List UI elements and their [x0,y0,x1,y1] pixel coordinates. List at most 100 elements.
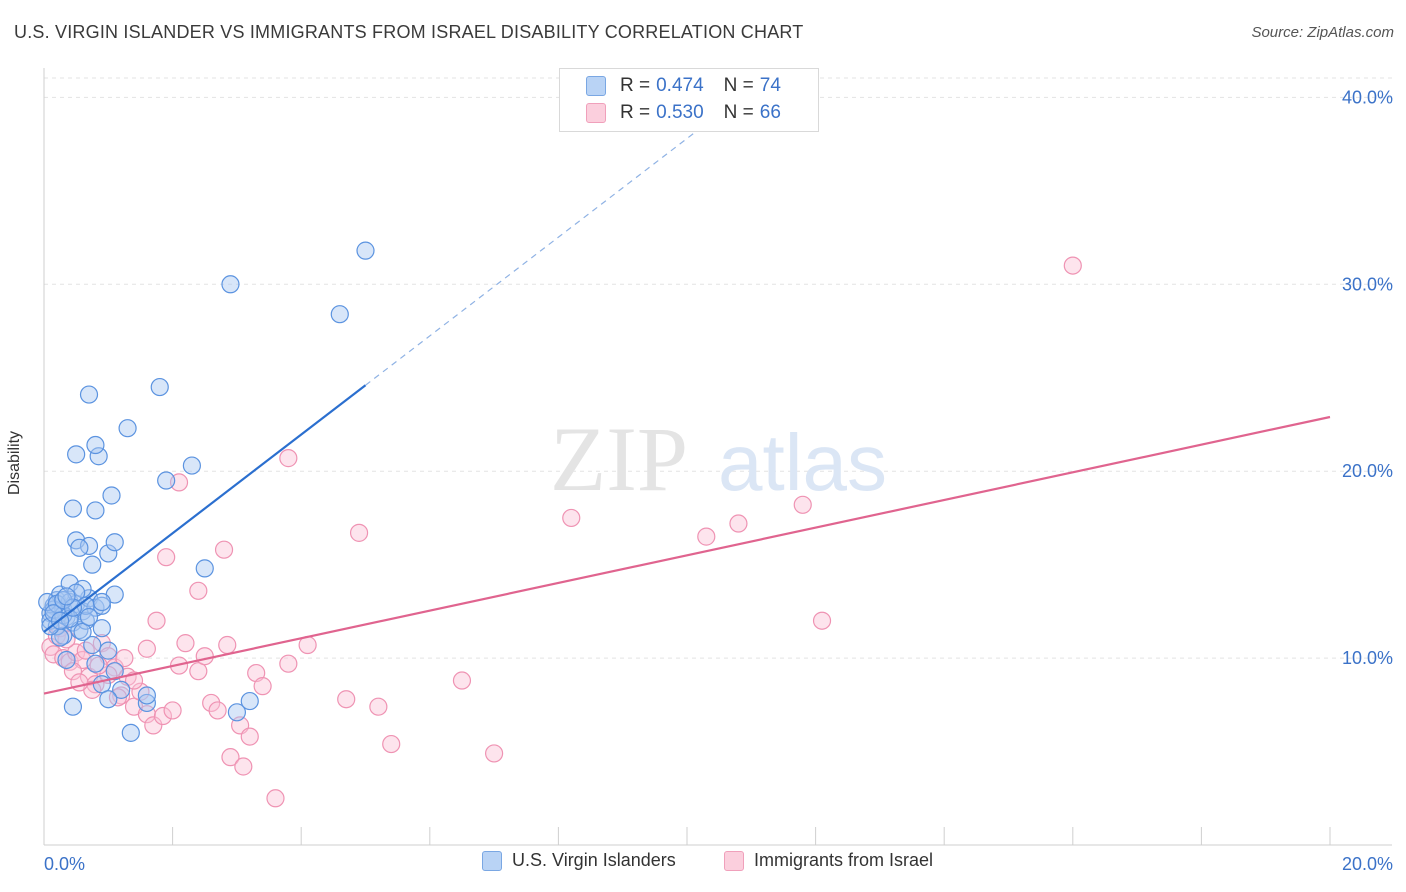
legend-r-label: R = [620,75,651,96]
data-point [63,662,83,681]
data-point [253,677,272,696]
legend-r-value: 0.530 [656,102,704,123]
data-point [234,757,253,776]
series-name: U.S. Virgin Islanders [512,850,676,870]
data-point [337,690,356,709]
data-point [144,716,163,735]
data-point [163,701,182,720]
data-point [137,686,156,705]
data-point [1063,256,1082,275]
legend-row-virgin-islanders: R = 0.474 N = 74 [586,73,781,99]
data-point [221,275,240,294]
data-point [92,592,111,612]
data-point [121,723,140,742]
data-point [99,544,118,563]
data-point [137,639,156,658]
data-point [452,671,472,690]
watermark: ZIP atlas [550,408,887,510]
data-point [382,734,401,754]
data-point [729,514,748,533]
data-point [83,635,102,655]
data-point [227,703,246,722]
data-point [57,587,76,606]
legend-n-label: N = [723,75,754,96]
data-point [79,607,99,627]
y-tick-label: 10.0% [1342,648,1393,668]
data-point [157,471,176,490]
legend-swatch-blue [586,76,606,96]
grid-lines [44,77,1392,659]
data-point [240,727,259,746]
data-point [208,701,227,720]
series-legend-israel: Immigrants from Israel [724,850,933,871]
data-point [115,648,134,668]
data-point [240,691,259,711]
virgin-islander-points [38,241,375,742]
data-point [369,697,388,716]
data-point [189,662,208,681]
legend-r-label: R = [620,102,651,123]
data-point [73,622,92,642]
data-point [330,305,349,324]
data-point [279,654,298,673]
data-point [356,241,375,260]
data-point [697,527,716,546]
y-tick-label: 40.0% [1342,87,1393,107]
data-point [793,495,812,514]
data-point [118,419,137,438]
data-point [63,697,83,716]
tick-labels: 10.0% 20.0% 30.0% 40.0% 0.0% 20.0% [44,87,1393,874]
data-point [86,435,105,455]
series-swatch-blue [482,850,502,871]
trend-line-virgin-islanders [43,384,367,633]
y-tick-label: 20.0% [1342,461,1393,481]
watermark-zip: ZIP [550,408,688,510]
data-point [112,680,131,699]
data-point [44,604,63,623]
data-point [349,523,369,542]
trend-extension-virgin-islanders [365,88,752,386]
data-point [70,538,89,557]
data-point [485,744,504,763]
data-point [202,693,221,713]
data-point [86,501,105,520]
data-point [266,789,285,808]
x-tick-label: 0.0% [44,854,85,874]
source-credit: Source: ZipAtlas.com [1251,24,1394,41]
data-point [89,656,108,675]
israel-points [41,256,1082,808]
data-point [195,647,214,666]
axes [43,68,1392,846]
data-point [153,706,173,726]
correlation-legend: R = 0.474 N = 74 R = 0.530 N = 66 [559,68,819,132]
data-point [92,619,111,638]
data-point [105,662,124,681]
trend-line-israel [43,415,1331,695]
legend-r-value: 0.474 [656,75,704,96]
x-tick-label: 20.0% [1342,854,1393,874]
data-point [83,555,102,574]
legend-row-israel: R = 0.530 N = 66 [586,100,781,126]
data-point [562,508,581,528]
data-point [218,635,237,655]
data-point [279,449,298,468]
data-point [214,540,234,559]
data-point [86,654,105,673]
data-point [89,447,108,466]
data-point [189,581,208,600]
data-point [54,626,73,645]
data-point [176,634,195,653]
data-point [157,548,176,567]
data-point [150,377,169,397]
watermark-atlas: atlas [718,418,887,507]
chart-title: U.S. VIRGIN ISLANDER VS IMMIGRANTS FROM … [14,22,804,42]
legend-n-value: 66 [759,102,781,123]
data-point [99,641,118,660]
data-point [57,650,76,670]
trend-lines [43,88,1331,695]
data-point [67,445,86,464]
y-tick-label: 30.0% [1342,274,1393,294]
data-point [182,456,201,475]
series-name: Immigrants from Israel [754,850,934,870]
